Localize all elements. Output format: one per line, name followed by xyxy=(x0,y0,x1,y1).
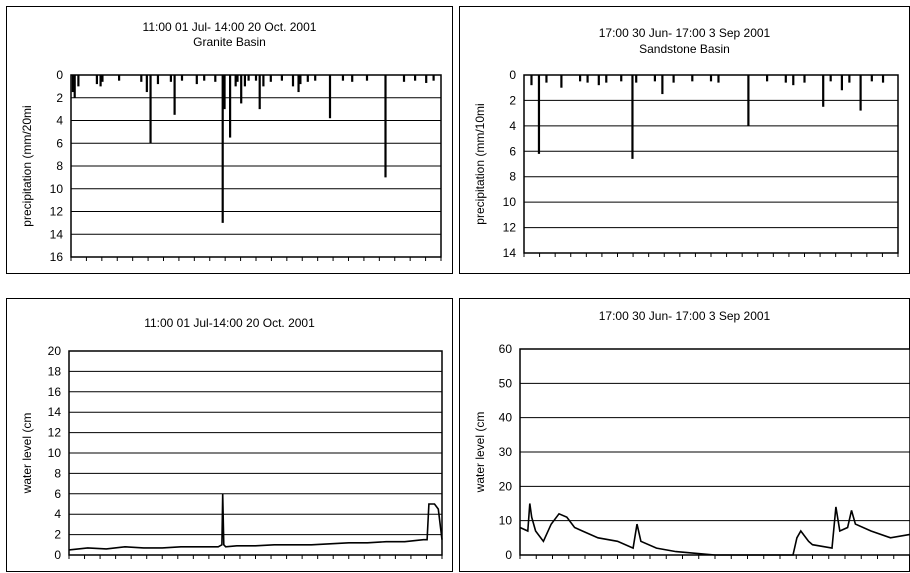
chart-title: 11:00 01 Jul-14:00 20 Oct. 2001 xyxy=(144,316,315,330)
y-tick-label: 6 xyxy=(54,487,61,501)
y-tick-label: 8 xyxy=(56,159,63,173)
y-tick-label: 20 xyxy=(499,479,513,493)
y-tick-label: 2 xyxy=(56,91,63,105)
y-tick-label: 40 xyxy=(499,411,513,425)
y-axis-label: precipitation (mm/20mi xyxy=(20,105,34,226)
y-axis-label: precipitation (mm/10mi xyxy=(473,103,487,224)
chart-subtitle: Sandstone Basin xyxy=(639,42,730,56)
y-tick-label: 10 xyxy=(48,446,62,460)
y-tick-label: 4 xyxy=(509,119,516,133)
y-tick-label: 12 xyxy=(50,205,64,219)
y-axis-label: water level (cm xyxy=(20,413,34,495)
granite-water-panel: 11:00 01 Jul-14:00 20 Oct. 2001 0 2 4 6 8 10 1… xyxy=(6,298,453,572)
chart-subtitle: Granite Basin xyxy=(193,35,266,49)
y-tick-label: 16 xyxy=(50,250,64,264)
y-tick-label: 6 xyxy=(56,136,63,150)
granite-precip-panel: 11:00 01 Jul- 14:00 20 Oct. 2001 Granite… xyxy=(6,6,453,274)
y-tick-label: 0 xyxy=(505,548,512,562)
y-tick-label: 0 xyxy=(54,548,61,562)
y-tick-label: 60 xyxy=(499,342,513,356)
sandstone-water-panel: 17:00 30 Jun- 17:00 3 Sep 2001 0 10 20 30 40… xyxy=(459,298,910,572)
chart-title: 17:00 30 Jun- 17:00 3 Sep 2001 xyxy=(598,309,771,323)
y-tick-label: 50 xyxy=(499,376,513,390)
y-tick-label: 14 xyxy=(50,227,64,241)
y-tick-label: 6 xyxy=(509,144,516,158)
sandstone-water-chart: 0 10 20 30 40 50 60 water level (cm xyxy=(473,342,910,562)
y-tick-label: 10 xyxy=(50,182,64,196)
y-tick-label: 10 xyxy=(499,514,513,528)
sandstone-precip-chart: 0 2 4 6 8 10 12 14 precipitation (mm/10mi xyxy=(473,68,899,260)
granite-precip-chart: 0 2 4 6 8 10 12 14 16 precipitation (mm/20mi xyxy=(20,68,442,264)
y-tick-label: 18 xyxy=(48,364,62,378)
water-level-line xyxy=(519,503,910,556)
y-tick-label: 0 xyxy=(509,68,516,82)
y-axis-label: water level (cm xyxy=(473,412,487,494)
y-tick-label: 8 xyxy=(54,466,61,480)
y-tick-label: 8 xyxy=(509,170,516,184)
y-tick-label: 20 xyxy=(48,344,62,358)
chart-title: 17:00 30 Jun- 17:00 3 Sep 2001 xyxy=(598,26,771,40)
sandstone-precip-panel: 17:00 30 Jun- 17:00 3 Sep 2001 Sandstone… xyxy=(459,6,910,274)
y-tick-label: 12 xyxy=(503,221,517,235)
y-tick-label: 16 xyxy=(48,385,62,399)
y-tick-label: 4 xyxy=(56,114,63,128)
y-tick-label: 12 xyxy=(48,426,62,440)
water-level-line xyxy=(68,493,443,551)
y-tick-label: 2 xyxy=(54,528,61,542)
y-tick-label: 10 xyxy=(503,195,517,209)
y-tick-label: 0 xyxy=(56,68,63,82)
y-tick-label: 2 xyxy=(509,93,516,107)
chart-title: 11:00 01 Jul- 14:00 20 Oct. 2001 xyxy=(142,20,317,34)
y-tick-label: 4 xyxy=(54,507,61,521)
y-tick-label: 14 xyxy=(48,405,62,419)
granite-water-chart: 0 2 4 6 8 10 12 14 16 18 20 water level (cm xyxy=(20,344,443,562)
plot-area xyxy=(523,74,899,254)
y-tick-label: 30 xyxy=(499,445,513,459)
y-tick-label: 14 xyxy=(503,246,517,260)
